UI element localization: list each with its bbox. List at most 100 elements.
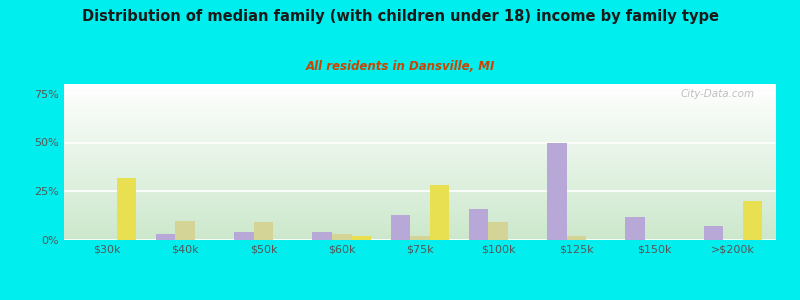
Bar [64,105,776,106]
Bar [64,227,776,228]
Bar [64,110,776,111]
Bar [64,124,776,126]
Bar [64,197,776,198]
Bar [566,236,586,240]
Bar [64,188,776,189]
Bar [64,148,776,149]
Bar [64,127,776,128]
Bar [64,208,776,209]
Bar [64,194,776,196]
Bar [64,210,776,212]
Bar [64,230,776,231]
Bar [64,97,776,98]
Bar [64,176,776,178]
Bar [64,172,776,174]
Bar [64,137,776,139]
Bar [64,126,776,127]
Bar [64,193,776,194]
Bar [64,149,776,150]
Bar [64,180,776,181]
Bar [64,114,776,115]
Bar [64,187,776,188]
Bar [64,131,776,132]
Bar [64,189,776,190]
Bar [64,196,776,197]
Bar [64,98,776,100]
Bar [64,136,776,137]
Bar [64,85,776,87]
Bar [64,87,776,88]
Bar [64,209,776,210]
Bar [64,103,776,105]
Bar [64,185,776,187]
Bar [626,217,645,240]
Bar [469,209,489,240]
Bar [64,107,776,109]
Bar [64,96,776,97]
Bar [742,201,762,240]
Bar [64,100,776,101]
Bar [64,115,776,116]
Bar [64,205,776,206]
Bar [64,228,776,230]
Bar [64,153,776,154]
Bar [64,145,776,146]
Bar [64,178,776,179]
Bar [156,234,175,240]
Bar [64,111,776,112]
Bar [64,235,776,236]
Bar [64,190,776,192]
Bar [64,202,776,204]
Bar [64,166,776,167]
Bar [64,206,776,208]
Bar [64,212,776,213]
Bar [64,219,776,220]
Bar [64,155,776,157]
Bar [64,146,776,148]
Bar [64,179,776,180]
Bar [64,163,776,165]
Bar [64,174,776,175]
Bar [64,109,776,110]
Bar [64,157,776,158]
Bar [489,223,508,240]
Bar [64,162,776,163]
Bar [390,215,410,240]
Bar [313,232,332,240]
Bar [64,119,776,120]
Bar [117,178,136,240]
Bar [64,239,776,240]
Bar [64,192,776,193]
Bar [64,120,776,122]
Bar [64,159,776,161]
Bar [547,142,566,240]
Bar [64,150,776,152]
Bar [64,175,776,176]
Bar [64,170,776,171]
Bar [254,223,274,240]
Bar [64,217,776,218]
Bar [64,167,776,169]
Bar [64,135,776,136]
Bar [64,215,776,217]
Bar [64,106,776,107]
Bar [64,182,776,183]
Bar [64,154,776,155]
Bar [64,89,776,91]
Bar [64,122,776,123]
Bar [64,171,776,172]
Bar [64,84,776,85]
Bar [175,220,195,240]
Bar [64,123,776,124]
Bar [64,158,776,159]
Bar [64,140,776,141]
Bar [64,101,776,102]
Bar [64,232,776,233]
Bar [332,234,351,240]
Bar [64,134,776,135]
Bar [64,92,776,93]
Bar [64,184,776,185]
Bar [64,94,776,96]
Bar [64,141,776,142]
Bar [64,237,776,239]
